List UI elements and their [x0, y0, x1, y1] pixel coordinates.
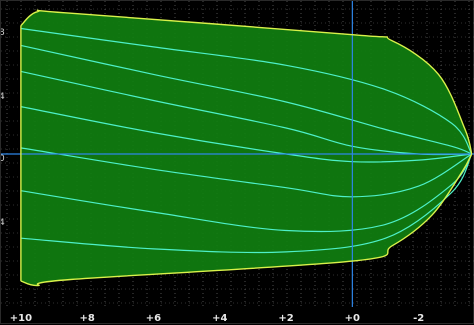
series-line-5 [20, 147, 473, 198]
series-line-6 [20, 153, 473, 233]
series-line-1 [20, 27, 473, 155]
tick-layer: +10 +8 +6 +4 +2 +0 -2 8 4 0 4 [1, 28, 424, 324]
y-tick-label: 8 [1, 28, 5, 38]
envelope-lower-outline [20, 153, 473, 287]
x-tick-label: -2 [413, 313, 424, 324]
y-tick-label: 4 [1, 218, 5, 228]
series-line-2 [20, 44, 472, 155]
x-tick-label: +8 [80, 313, 95, 324]
y-tick-label: 0 [1, 154, 5, 164]
curve-layer [20, 27, 473, 254]
x-tick-label: +6 [146, 313, 161, 324]
x-tick-label: +4 [212, 313, 227, 324]
series-line-7 [20, 153, 473, 254]
outline-layer [20, 9, 473, 287]
crosshair-layer [1, 1, 474, 307]
y-tick-label: 4 [1, 92, 5, 102]
x-tick-label: +2 [278, 313, 293, 324]
x-tick-label: +10 [10, 313, 32, 324]
series-line-4 [20, 106, 472, 163]
envelope-upper-outline [20, 9, 473, 155]
x-tick-label: +0 [345, 313, 360, 324]
